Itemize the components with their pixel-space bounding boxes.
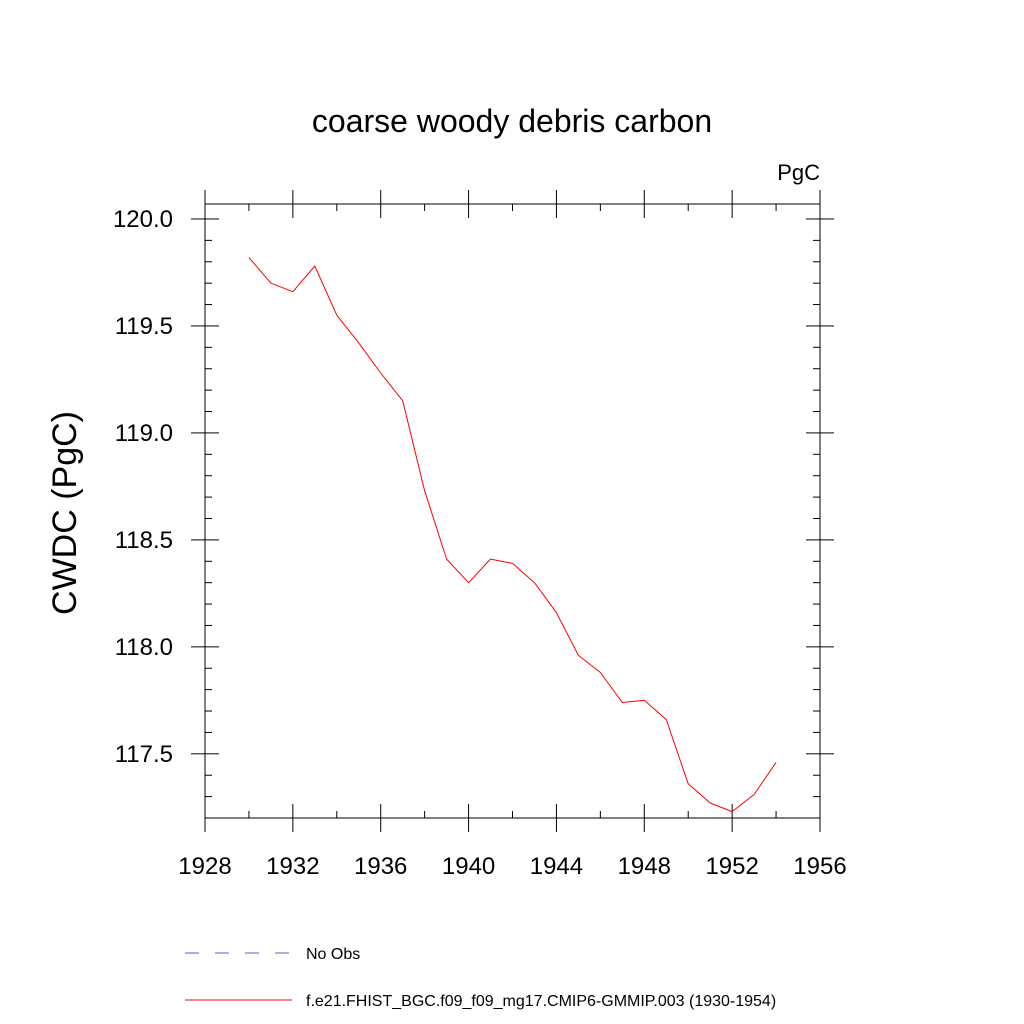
units-label: PgC: [777, 160, 820, 185]
data-point-1942: [511, 561, 515, 565]
data-point-1953: [752, 793, 756, 797]
axis-ticks: [191, 190, 834, 832]
data-point-1954: [774, 760, 778, 764]
data-point-1934: [335, 313, 339, 317]
legend: No Obs f.e21.FHIST_BGC.f09_f09_mg17.CMIP…: [185, 946, 776, 1010]
data-point-1936: [379, 371, 383, 375]
data-point-1947: [620, 701, 624, 705]
x-tick-label-1928: 1928: [178, 853, 231, 880]
y-tick-label-117.5: 117.5: [115, 741, 173, 768]
x-tick-label-1956: 1956: [793, 853, 846, 880]
y-tick-label-119.0: 119.0: [115, 420, 173, 447]
y-tick-label-120.0: 120.0: [113, 206, 173, 233]
data-point-1952: [730, 810, 734, 814]
data-point-1948: [642, 698, 646, 702]
legend-label-model-run: f.e21.FHIST_BGC.f09_f09_mg17.CMIP6-GMMIP…: [306, 993, 776, 1010]
x-tick-label-1932: 1932: [266, 853, 319, 880]
x-tick-label-1944: 1944: [530, 853, 583, 880]
plot-frame: [204, 203, 821, 819]
x-tick-label-1948: 1948: [618, 853, 671, 880]
x-tick-label-1940: 1940: [442, 853, 495, 880]
data-point-1940: [467, 581, 471, 585]
y-tick-label-118.0: 118.0: [115, 634, 173, 661]
series-line-0: [248, 257, 777, 813]
y-axis-label: CWDC (PgC): [46, 411, 84, 615]
data-point-1949: [664, 718, 668, 722]
chart-title: coarse woody debris carbon: [312, 103, 712, 139]
y-tick-label-119.5: 119.5: [115, 313, 173, 340]
data-point-1946: [598, 671, 602, 675]
data-point-1943: [533, 581, 537, 585]
data-point-1935: [357, 341, 361, 345]
data-point-1945: [576, 653, 580, 657]
data-point-1937: [401, 399, 405, 403]
x-tick-label-1936: 1936: [354, 853, 407, 880]
data-point-1931: [269, 281, 273, 285]
data-point-1930: [247, 256, 251, 260]
x-tick-label-1952: 1952: [705, 853, 758, 880]
series-layer: [247, 256, 778, 814]
axis-tick-labels: 1928 1932 1936 1940 1944 1948 1952 1956 117.5 118…: [113, 206, 847, 880]
data-point-1939: [445, 557, 449, 561]
data-point-1932: [291, 290, 295, 294]
data-point-1933: [313, 264, 317, 268]
data-point-1938: [423, 489, 427, 493]
data-point-1941: [489, 557, 493, 561]
data-point-1944: [554, 611, 558, 615]
legend-label-no-obs: No Obs: [306, 946, 360, 963]
data-point-1950: [686, 782, 690, 786]
data-point-1951: [708, 801, 712, 805]
y-tick-label-118.5: 118.5: [115, 527, 173, 554]
